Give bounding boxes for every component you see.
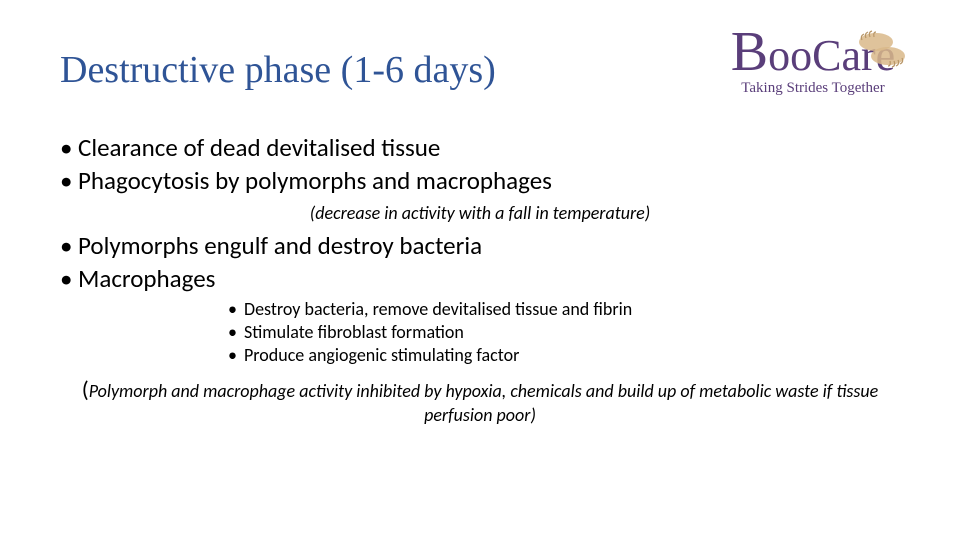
open-paren: ( — [82, 376, 89, 404]
sub-bullet-list: Destroy bacteria, remove devitalised tis… — [228, 298, 900, 366]
logo: BooCare Taking Strides Together — [718, 18, 908, 106]
logo-tagline: Taking Strides Together — [741, 80, 884, 97]
slide-container: BooCare Taking Strides Together Destruct… — [0, 0, 960, 540]
list-item: Phagocytosis by polymorphs and macrophag… — [60, 165, 900, 196]
center-note: (decrease in activity with a fall in tem… — [60, 202, 900, 224]
list-item: Destroy bacteria, remove devitalised tis… — [228, 298, 900, 320]
list-item: Polymorphs engulf and destroy bacteria — [60, 230, 900, 261]
bullet-list-mid: Polymorphs engulf and destroy bacteria M… — [60, 230, 900, 294]
logo-letter-b: B — [731, 27, 768, 77]
list-item: Produce angiogenic stimulating factor — [228, 344, 900, 366]
list-item: Clearance of dead devitalised tissue — [60, 132, 900, 163]
list-item: Macrophages — [60, 263, 900, 294]
list-item: Stimulate fibroblast formation — [228, 321, 900, 343]
footnote: (Polymorph and macrophage activity inhib… — [60, 376, 900, 426]
bullet-list-top: Clearance of dead devitalised tissue Pha… — [60, 132, 900, 196]
footnote-text: Polymorph and macrophage activity inhibi… — [89, 380, 879, 426]
hands-icon — [854, 26, 912, 74]
